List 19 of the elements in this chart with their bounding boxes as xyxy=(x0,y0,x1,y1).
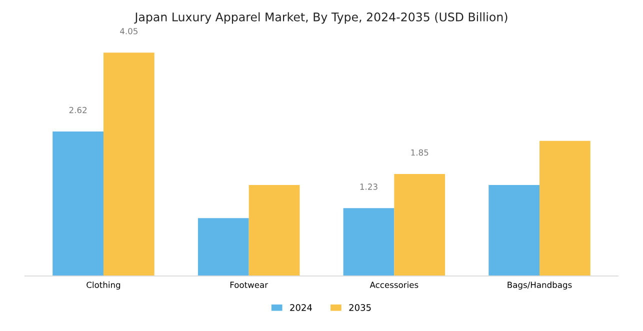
data-label: 1.23 xyxy=(360,184,378,190)
bar xyxy=(343,208,394,276)
bar xyxy=(540,140,590,276)
bar xyxy=(488,184,540,276)
bar xyxy=(103,52,154,276)
x-tick-label: Bags/Handbags xyxy=(508,282,572,290)
data-label: 4.05 xyxy=(120,28,138,34)
bar xyxy=(198,218,249,276)
legend-label: 2024 xyxy=(290,304,312,311)
x-tick-label: Footwear xyxy=(230,282,268,288)
legend-label: 2035 xyxy=(349,304,371,311)
data-label: 1.85 xyxy=(411,149,428,156)
bar xyxy=(52,131,104,276)
bar xyxy=(394,174,446,276)
x-tick-label: Accessories xyxy=(370,282,418,288)
chart-title: Japan Luxury Apparel Market, By Type, 2024-2035 (USD Billion) xyxy=(134,12,508,24)
data-label: 2.62 xyxy=(69,106,86,114)
x-tick-label: Clothing xyxy=(86,282,120,290)
bar xyxy=(248,184,300,276)
